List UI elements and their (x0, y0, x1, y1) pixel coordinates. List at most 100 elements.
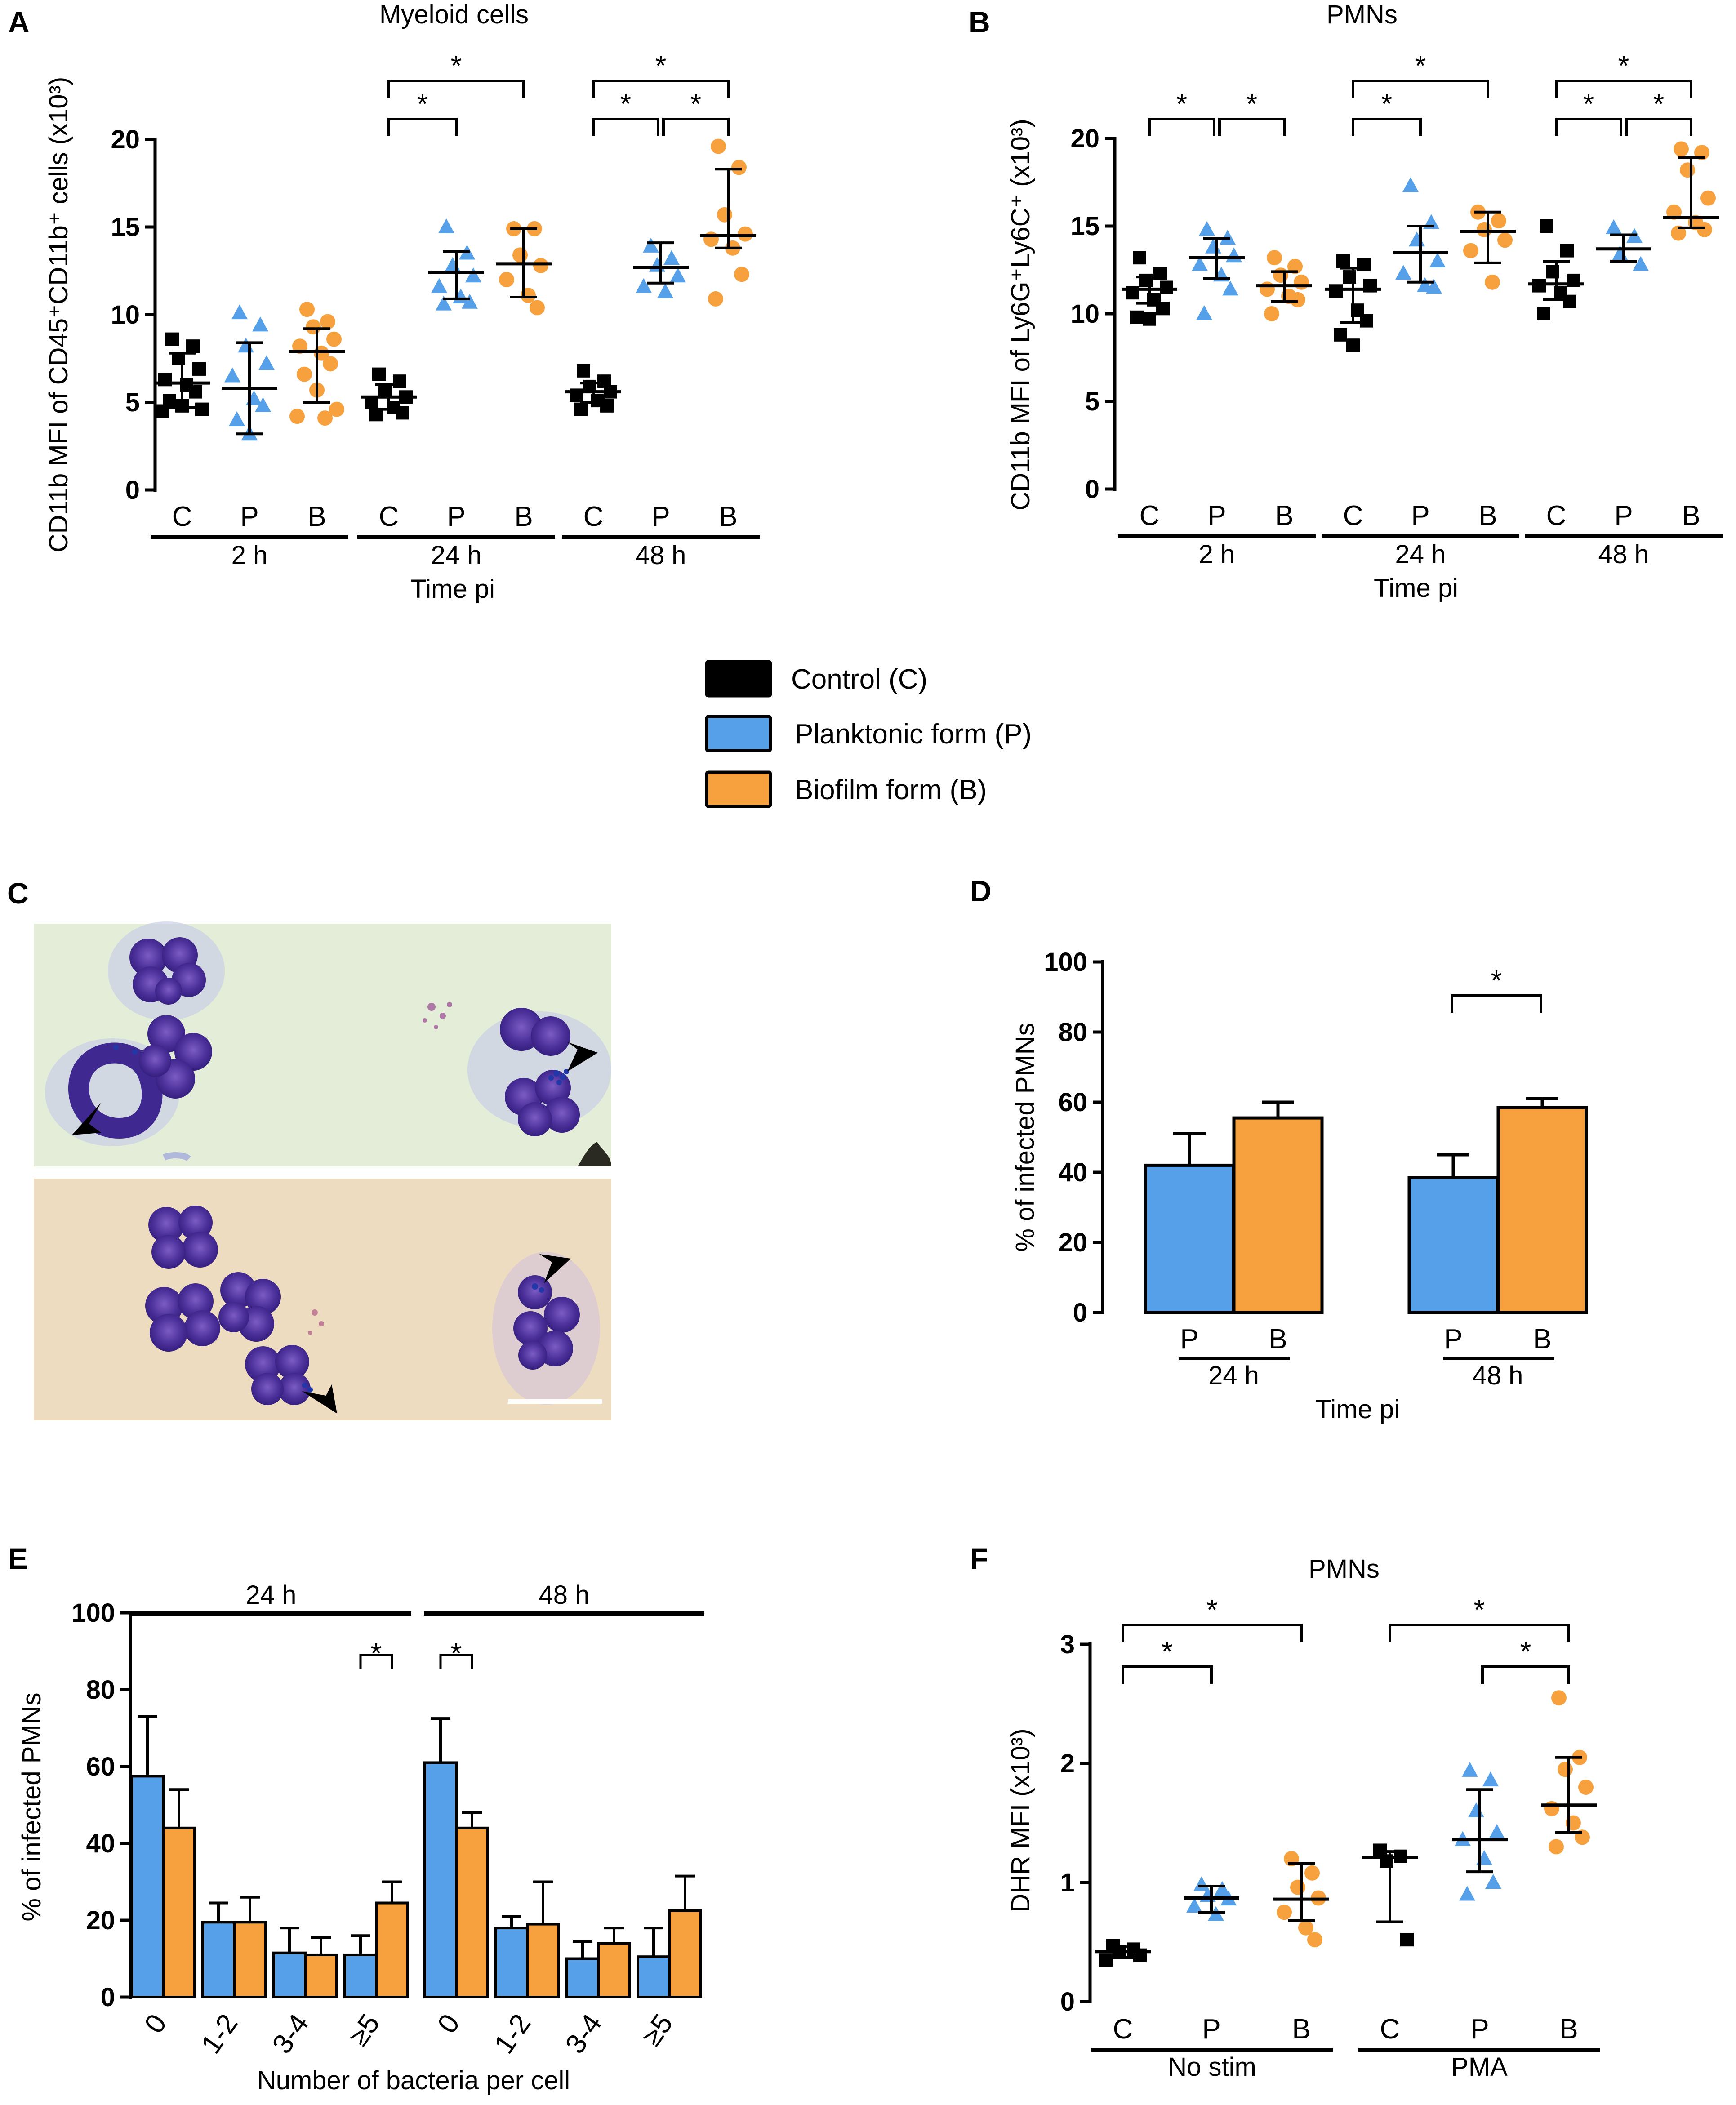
legend-swatch-control (705, 660, 772, 698)
x-category-label: P (1180, 1324, 1198, 1355)
data-point-square (192, 362, 206, 376)
data-point-triangle (1196, 305, 1212, 320)
data-point-square (165, 332, 179, 346)
significance-star: * (620, 88, 632, 120)
data-point-triangle (1429, 253, 1446, 267)
x-axis-label: Time pi (410, 574, 495, 604)
x-category-label: P (1202, 2014, 1220, 2045)
y-tick-label: 0 (1073, 1298, 1087, 1327)
micrograph-bottom (34, 1179, 611, 1420)
data-point-square (189, 385, 202, 399)
significance-bracket (662, 118, 730, 136)
x-category-label: P (447, 501, 465, 532)
panel-label-c: C (7, 877, 29, 910)
data-point-circle (317, 410, 333, 426)
significance-star: * (1653, 88, 1665, 120)
panel-title: PMNs (1326, 0, 1398, 29)
data-point-square (1143, 312, 1156, 326)
data-point-triangle (1193, 1876, 1210, 1891)
significance-bracket (1555, 118, 1622, 136)
bar (233, 1921, 267, 1998)
data-point-square (186, 339, 200, 353)
data-point-circle (329, 401, 344, 417)
data-point-circle (708, 291, 723, 307)
arrowhead-icon (567, 1042, 598, 1072)
y-tick-label: 40 (86, 1829, 115, 1858)
x-category-label: C (583, 501, 604, 532)
bar (637, 1955, 671, 1999)
y-axis-label: % of infected PMNs (1010, 1023, 1040, 1251)
data-point-circle (299, 302, 315, 317)
x-axis-label: Time pi (1374, 574, 1458, 603)
data-point-circle (1558, 1762, 1573, 1777)
x-category-label: B (514, 501, 533, 532)
data-point-square (574, 402, 588, 416)
x-category-label: P (240, 501, 258, 532)
neutrophil-nucleus (139, 1015, 212, 1099)
data-point-circle (1551, 1690, 1567, 1706)
data-point-square (1334, 328, 1347, 342)
data-point-circle (1287, 258, 1303, 274)
data-point-triangle (643, 237, 659, 253)
group-label: 48 h (539, 1580, 590, 1610)
data-point-circle (1497, 232, 1513, 248)
data-point-circle (1264, 306, 1279, 321)
data-point-triangle (1482, 1771, 1499, 1787)
data-point-circle (1485, 274, 1500, 290)
bar (526, 1923, 560, 1998)
y-tick-label: 10 (111, 300, 140, 329)
bar (304, 1953, 338, 1999)
data-point-square (1160, 280, 1173, 294)
y-tick-label: 20 (86, 1906, 115, 1935)
data-point-triangle (258, 355, 275, 370)
y-tick-label: 40 (1058, 1158, 1087, 1187)
significance-star: * (417, 88, 428, 120)
data-point-triangle (1395, 265, 1411, 280)
x-category-label: B (1269, 1324, 1287, 1355)
y-axis-label: CD11b MFI of Ly6G⁺Ly6C⁺ (x10³) (1006, 119, 1035, 510)
data-point-triangle (1199, 221, 1215, 236)
y-axis-label: DHR MFI (x10³) (1006, 1728, 1035, 1912)
data-point-triangle (1402, 177, 1419, 192)
data-point-circle (289, 409, 305, 424)
group-label: 48 h (636, 541, 686, 570)
significance-star: * (655, 49, 667, 82)
panel-label: F (970, 1542, 988, 1575)
data-point-circle (297, 366, 312, 382)
data-point-circle (530, 300, 545, 316)
group-label: 24 h (246, 1580, 297, 1610)
y-tick-label: 20 (1070, 124, 1099, 153)
data-point-circle (734, 267, 749, 282)
scale-bar (508, 1399, 602, 1404)
data-point-circle (320, 314, 335, 329)
panel-title: PMNs (1309, 1554, 1380, 1584)
data-point-circle (1290, 1879, 1305, 1895)
data-point-circle (711, 138, 726, 154)
data-point-circle (1477, 222, 1492, 237)
panel-label: A (8, 5, 30, 39)
data-point-triangle (1489, 1824, 1505, 1839)
y-tick-label: 3 (1060, 1630, 1075, 1659)
neutrophil-nucleus (68, 1042, 163, 1139)
neutrophil-nucleus (218, 1272, 281, 1342)
data-point-triangle (436, 295, 452, 311)
data-point-triangle (1633, 256, 1649, 271)
y-tick-label: 0 (1085, 475, 1099, 504)
y-tick-label: 1 (1060, 1868, 1075, 1897)
data-point-square (156, 404, 169, 418)
bar (1496, 1106, 1588, 1314)
data-point-circle (703, 231, 719, 247)
y-tick-label: 0 (125, 476, 140, 505)
significance-star: * (371, 1637, 382, 1669)
significance-star: * (1415, 49, 1426, 82)
panel-f: F PMNs 0 1 2 3 DHR MFI (x10³) C P B No stim C P B PMA *… (970, 1542, 1600, 2082)
significance-star: * (1520, 1635, 1531, 1668)
y-tick-label: 0 (1060, 1987, 1075, 2016)
data-point-triangle (255, 397, 271, 412)
data-point-triangle (438, 218, 454, 233)
data-point-triangle (1606, 219, 1622, 234)
significance-star: * (451, 49, 462, 82)
neutrophil-nucleus (129, 937, 206, 1005)
y-axis-label: % of infected PMNs (17, 1692, 46, 1921)
stain-artifact (578, 1142, 611, 1166)
